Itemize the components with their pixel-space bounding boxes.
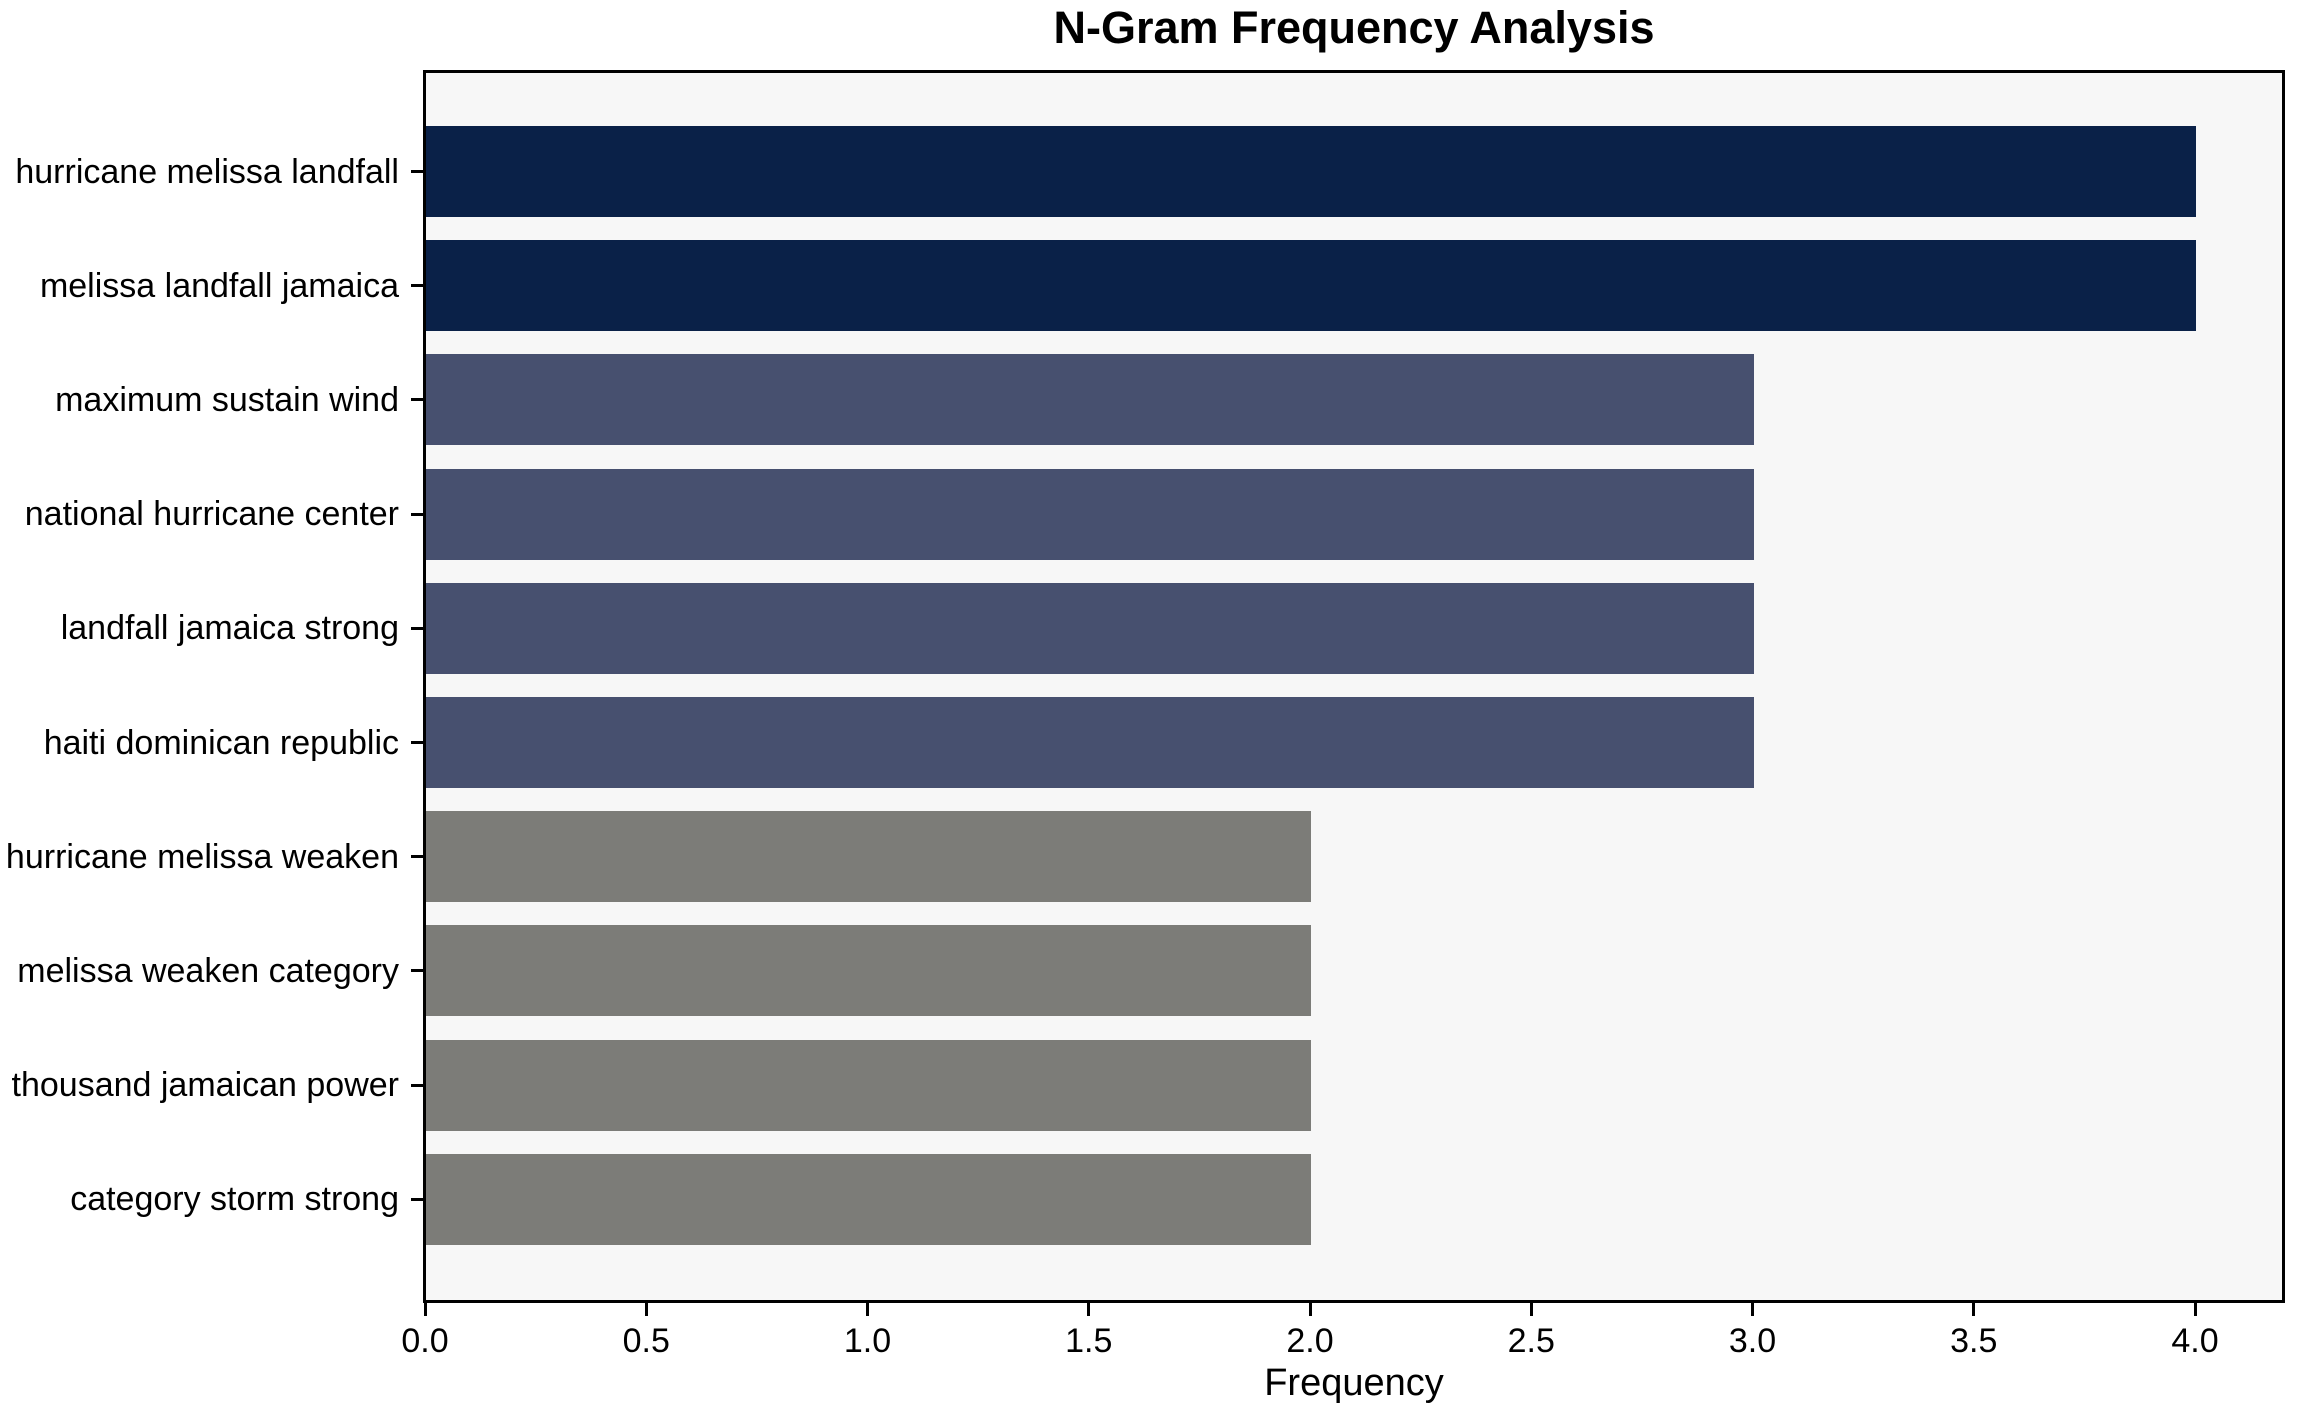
x-tick-mark: [866, 1303, 869, 1316]
x-tick-label: 3.0: [1728, 1322, 1777, 1360]
bar-haiti-dominican-republic: [426, 697, 1754, 788]
y-tick-mark: [411, 969, 423, 973]
bar-maximum-sustain-wind: [426, 354, 1754, 446]
y-tick-label: hurricane melissa landfall: [15, 152, 399, 191]
y-tick-mark: [411, 512, 423, 516]
x-axis-title: Frequency: [1264, 1362, 1444, 1404]
plot-area: [423, 70, 2285, 1303]
x-tick-label: 4.0: [2171, 1322, 2219, 1360]
bar-thousand-jamaican-power: [426, 1039, 1311, 1131]
x-tick-mark: [1529, 1303, 1533, 1316]
bar-hurricane-melissa-landfall: [426, 126, 2196, 217]
x-tick-label: 2.5: [1507, 1322, 1555, 1360]
x-tick-label: 2.0: [1286, 1322, 1334, 1360]
y-tick-label: melissa weaken category: [17, 951, 399, 990]
y-tick-label: haiti dominican republic: [43, 723, 399, 762]
y-tick-label: category storm strong: [70, 1180, 399, 1219]
y-tick-mark: [411, 398, 423, 402]
x-tick-label: 1.5: [1065, 1322, 1113, 1360]
x-tick-label: 0.5: [622, 1322, 670, 1360]
bar-category-storm-strong: [426, 1153, 1311, 1245]
y-tick-mark: [411, 170, 423, 173]
x-tick-mark: [1751, 1303, 1754, 1316]
y-tick-mark: [411, 855, 423, 859]
y-tick-label: thousand jamaican power: [11, 1066, 399, 1105]
y-tick-mark: [411, 284, 423, 288]
y-tick-label: landfall jamaica strong: [60, 609, 399, 648]
y-tick-mark: [411, 626, 423, 630]
bar-melissa-landfall-jamaica: [426, 240, 2196, 332]
y-tick-mark: [411, 1083, 423, 1087]
y-tick-label: melissa landfall jamaica: [39, 266, 399, 305]
chart-title: N-Gram Frequency Analysis: [1053, 2, 1655, 53]
y-tick-label: hurricane melissa weaken: [5, 837, 399, 876]
x-tick-mark: [1972, 1303, 1976, 1316]
x-tick-mark: [644, 1303, 648, 1316]
y-tick-mark: [411, 741, 423, 744]
x-tick-label: 3.5: [1950, 1322, 1998, 1360]
y-tick-mark: [411, 1197, 423, 1201]
bar-hurricane-melissa-weaken: [426, 811, 1311, 903]
x-tick-mark: [1087, 1303, 1091, 1316]
y-tick-label: maximum sustain wind: [55, 380, 399, 419]
x-tick-mark: [2193, 1303, 2197, 1316]
y-tick-label: national hurricane center: [24, 495, 399, 534]
x-tick-mark: [1308, 1303, 1312, 1316]
bar-landfall-jamaica-strong: [426, 582, 1754, 674]
x-tick-label: 0.0: [401, 1322, 449, 1360]
x-tick-mark: [423, 1303, 427, 1316]
bar-melissa-weaken-category: [426, 925, 1311, 1017]
bar-national-hurricane-center: [426, 468, 1754, 560]
x-tick-label: 1.0: [843, 1322, 892, 1360]
